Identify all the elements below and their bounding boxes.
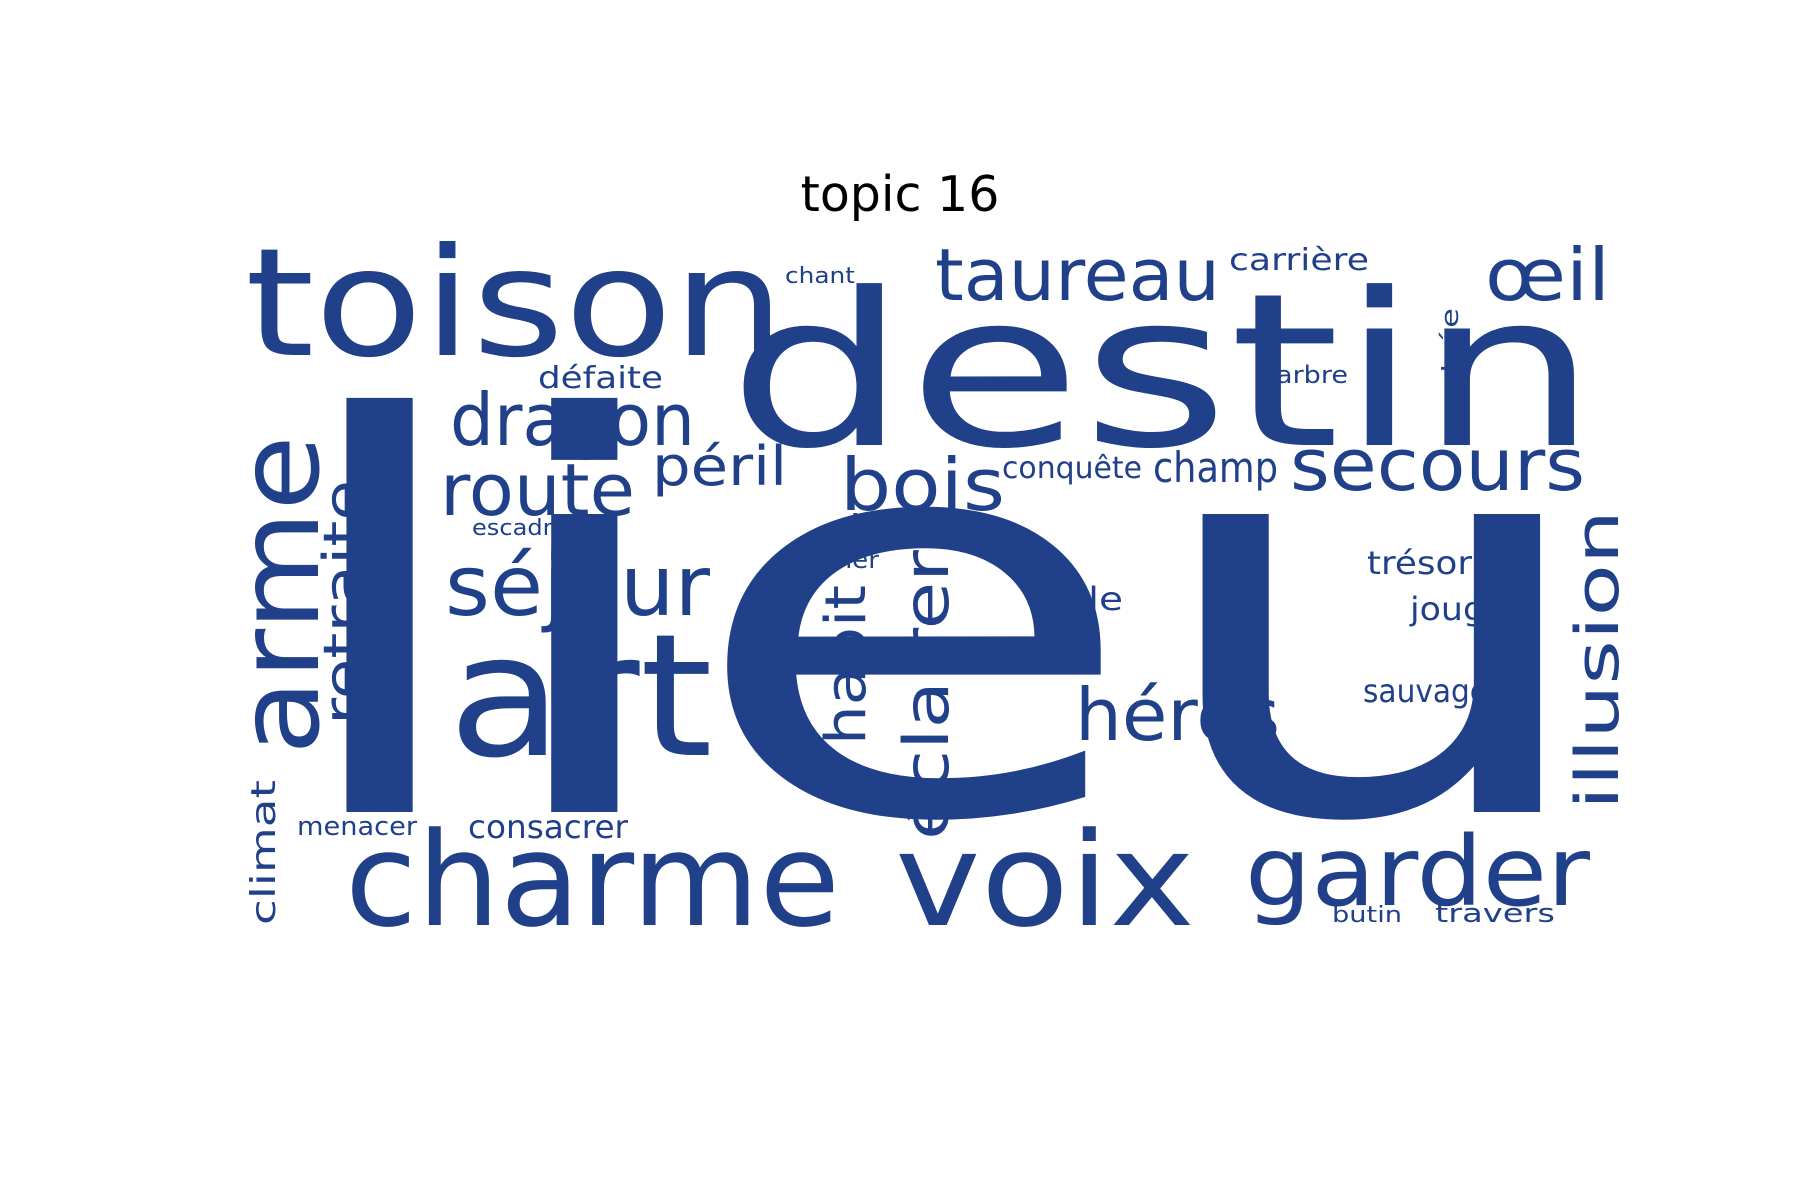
- word-carriere: carrière: [1229, 243, 1369, 278]
- word-defaite: défaite: [538, 361, 663, 396]
- word-consacrer: consacrer: [468, 808, 629, 846]
- word-toison: toison: [245, 217, 785, 391]
- word-escadron: escadron: [472, 516, 582, 541]
- word-illusion: illusion: [1563, 510, 1633, 810]
- word-peril: péril: [652, 435, 787, 498]
- word-eclairer: éclairer: [890, 549, 963, 840]
- word-semer: semer: [797, 546, 879, 574]
- word-arbre: arbre: [1276, 361, 1348, 389]
- word-champ: champ: [1153, 443, 1278, 492]
- word-sauvage: sauvage: [1363, 672, 1488, 710]
- word-sejour: séjour: [445, 537, 710, 635]
- word-conquete: conquête: [1002, 451, 1142, 486]
- word-entree: entrée: [1436, 308, 1464, 413]
- word-chant: chant: [785, 264, 855, 289]
- word-retraite: retraite: [312, 480, 375, 725]
- word-menacer: menacer: [297, 812, 417, 842]
- word-travers: travers: [1435, 899, 1555, 929]
- word-taureau: taureau: [935, 233, 1220, 317]
- word-tresor: trésor: [1367, 544, 1473, 582]
- word-habit: habit: [814, 585, 879, 745]
- word-butin: butin: [1332, 903, 1402, 928]
- word-secours: secours: [1290, 423, 1585, 507]
- word-oeil: œil: [1485, 233, 1610, 317]
- word-joug: joug: [1409, 590, 1485, 628]
- word-climat: climat: [244, 780, 284, 925]
- word-asile: asile: [1033, 580, 1123, 618]
- word-heros: héros: [1075, 673, 1280, 757]
